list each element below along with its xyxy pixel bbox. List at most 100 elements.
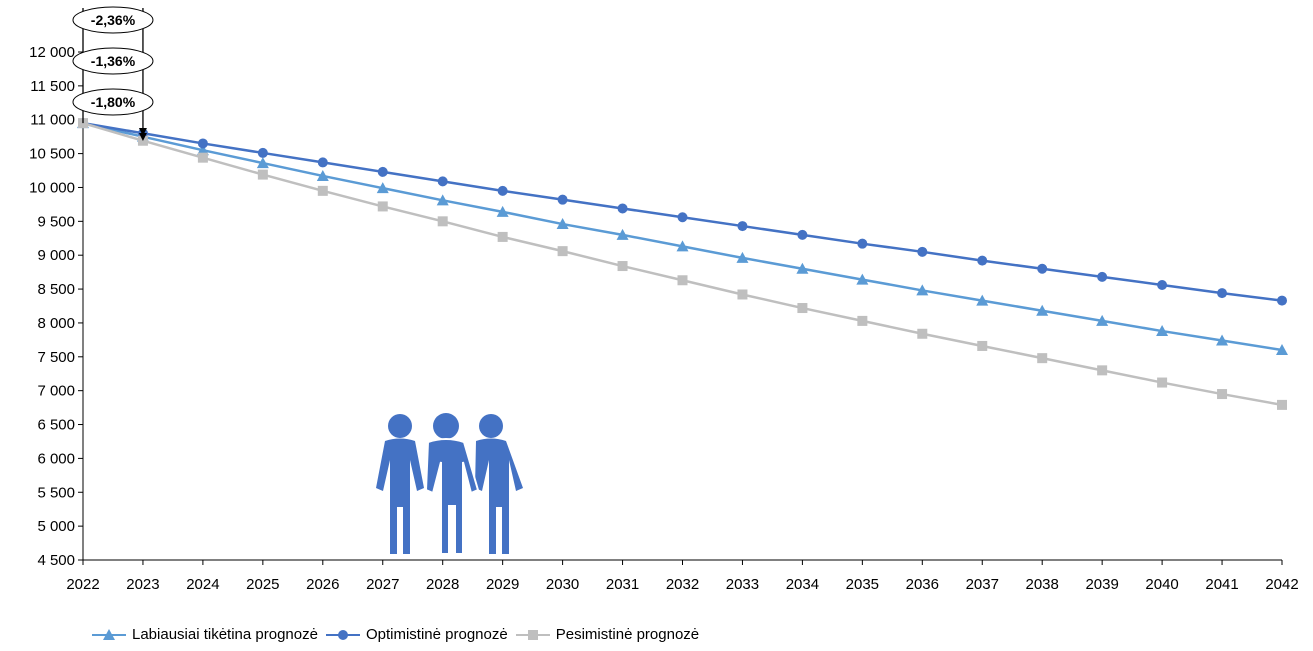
x-tick-label: 2041 <box>1205 576 1238 593</box>
legend-item-optimistic: Optimistinė prognozė <box>325 626 508 643</box>
annotation-ellipse <box>72 47 154 75</box>
data-point <box>676 240 689 252</box>
x-tick-label: 2039 <box>1085 576 1118 593</box>
data-point <box>917 246 928 257</box>
chart-series <box>77 117 1288 410</box>
chart-legend: Labiausiai tikėtina prognozė Optimistinė… <box>92 626 707 643</box>
data-point <box>317 185 328 196</box>
annotation-ellipse <box>72 88 154 116</box>
data-point <box>1217 288 1228 299</box>
data-point <box>437 216 448 227</box>
data-point <box>1277 399 1287 410</box>
x-tick-label: 2034 <box>786 576 819 593</box>
data-point <box>1157 280 1168 291</box>
x-tick-label: 2022 <box>66 576 99 593</box>
data-point <box>496 205 509 217</box>
annotation-label: -1,36% <box>91 53 136 69</box>
data-point <box>316 169 329 181</box>
data-point <box>797 303 808 314</box>
data-point <box>257 147 268 158</box>
x-tick-label: 2042 <box>1265 576 1298 593</box>
legend-square-marker <box>515 629 550 640</box>
y-tick-label: 11 500 <box>30 78 75 95</box>
x-tick-label: 2023 <box>126 576 159 593</box>
y-tick-label: 8 500 <box>37 281 75 298</box>
x-tick-label: 2030 <box>546 576 579 593</box>
data-point <box>1157 377 1168 388</box>
data-point <box>736 251 749 263</box>
line-chart: 4 500 5 000 5 500 6 000 6 500 7 000 7 500 8 000… <box>29 6 1299 593</box>
annotation-label: -1,80% <box>91 94 136 110</box>
x-tick-label: 2036 <box>906 576 939 593</box>
data-point <box>737 289 748 300</box>
x-tick-label: 2024 <box>186 576 219 593</box>
annotation-ellipse <box>72 6 154 34</box>
data-point <box>617 261 628 272</box>
data-point <box>1216 334 1229 346</box>
y-tick-label: 11 000 <box>30 112 75 129</box>
data-point <box>377 166 388 177</box>
annotation-label: -2,36% <box>91 12 136 28</box>
chart-annotations: -2,36% -1,36% -1,80% <box>72 6 154 141</box>
data-point <box>317 157 328 168</box>
data-point <box>1037 263 1048 274</box>
data-point <box>977 255 988 266</box>
data-point <box>977 340 988 351</box>
chart-axes <box>82 32 1282 561</box>
y-axis-ticks: 4 500 5 000 5 500 6 000 6 500 7 000 7 500 8 000… <box>29 44 83 569</box>
data-point <box>376 182 389 194</box>
data-point <box>677 212 688 223</box>
data-point <box>916 284 929 296</box>
y-tick-label: 10 500 <box>29 146 75 163</box>
data-point <box>557 246 568 257</box>
data-point <box>917 328 928 339</box>
y-tick-label: 12 000 <box>29 44 75 61</box>
y-tick-label: 7 500 <box>37 349 75 366</box>
people-group-icon <box>376 413 523 555</box>
data-point <box>197 138 208 149</box>
data-point <box>257 169 268 180</box>
data-point <box>677 275 688 286</box>
y-tick-label: 7 000 <box>37 383 75 400</box>
legend-label-likely: Labiausiai tikėtina prognozė <box>132 626 318 643</box>
data-point <box>856 273 869 285</box>
data-point <box>556 218 569 230</box>
y-tick-label: 6 500 <box>37 417 75 434</box>
data-point <box>196 144 209 156</box>
data-point <box>1097 365 1108 376</box>
y-tick-label: 6 000 <box>37 450 75 467</box>
data-point <box>797 229 808 240</box>
y-tick-label: 5 500 <box>37 484 75 501</box>
annotation-arrow <box>138 128 147 136</box>
legend-label-pessimistic: Pesimistinė prognozė <box>555 626 700 643</box>
data-point <box>1217 389 1228 400</box>
x-tick-label: 2029 <box>486 576 519 593</box>
data-point <box>1277 295 1287 306</box>
series-2 <box>78 118 1287 306</box>
legend-triangle-marker <box>92 628 126 640</box>
data-point <box>616 228 629 240</box>
data-point <box>1096 314 1109 326</box>
data-point <box>437 176 448 187</box>
x-tick-label: 2032 <box>666 576 699 593</box>
data-point <box>377 201 388 212</box>
y-tick-label: 5 000 <box>37 518 75 535</box>
data-point <box>1037 353 1048 364</box>
data-point <box>737 221 748 232</box>
x-tick-label: 2027 <box>366 576 399 593</box>
data-point <box>256 157 269 169</box>
y-tick-label: 4 500 <box>37 552 75 569</box>
data-point <box>497 231 508 242</box>
x-tick-label: 2033 <box>726 576 759 593</box>
data-point <box>197 152 208 163</box>
y-tick-label: 9 500 <box>37 213 75 230</box>
data-point <box>1276 344 1288 356</box>
x-tick-label: 2025 <box>246 576 279 593</box>
x-tick-label: 2038 <box>1026 576 1059 593</box>
x-tick-label: 2031 <box>606 576 639 593</box>
x-axis-ticks: 2022 2023 2024 2025 2026 2027 2028 2029 2030 2031… <box>66 560 1299 593</box>
data-point <box>1097 271 1108 282</box>
legend-circle-marker <box>325 629 360 640</box>
y-tick-label: 8 000 <box>37 315 75 332</box>
legend-item-likely: Labiausiai tikėtina prognozė <box>92 626 318 643</box>
